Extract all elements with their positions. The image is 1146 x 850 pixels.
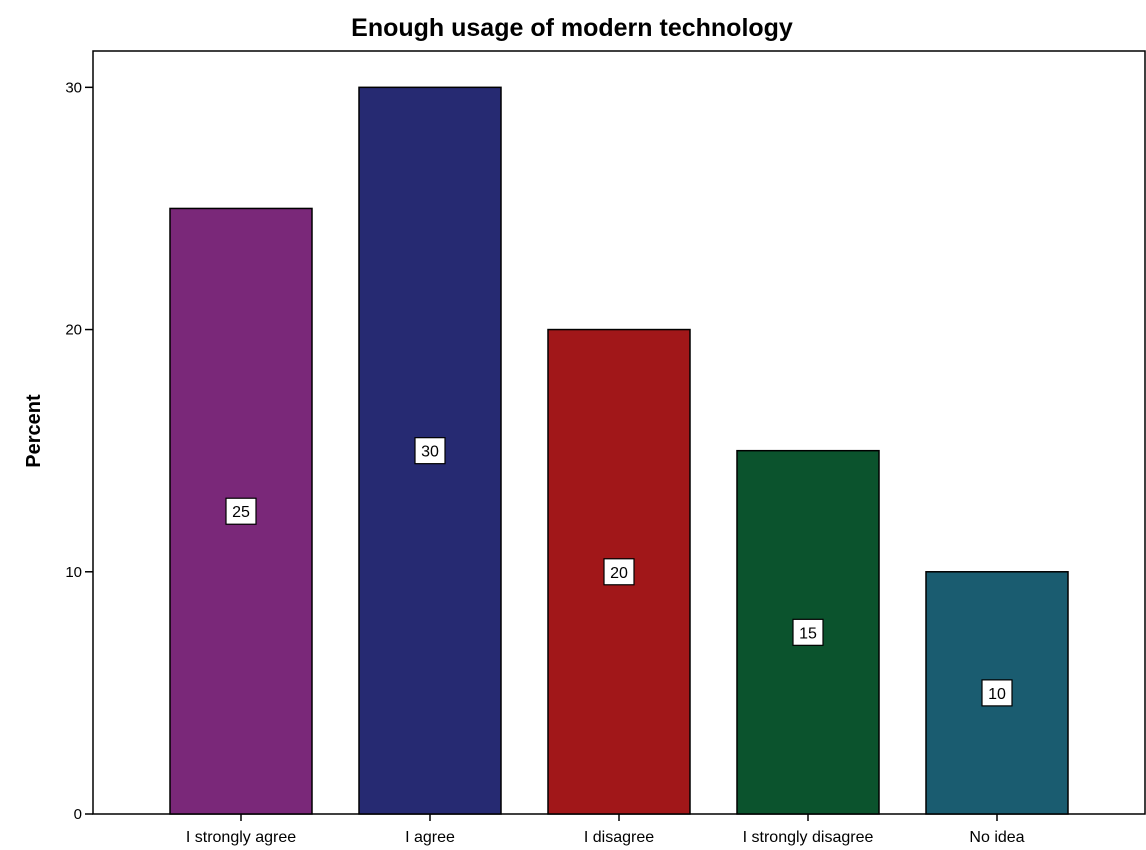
data-label-box: [603, 558, 635, 586]
data-label: 10: [988, 686, 1006, 703]
x-axis: I strongly agree I agree I disagree I stron…: [186, 814, 1025, 846]
y-axis-label: Percent: [23, 394, 45, 468]
x-tick-label: I strongly disagree: [743, 829, 874, 846]
x-tick-label: I disagree: [584, 829, 654, 846]
data-label-box: [792, 618, 824, 646]
bar: [169, 207, 313, 815]
bars-group: 25 30 20 15 10: [169, 86, 1069, 815]
data-label: 15: [799, 625, 817, 642]
y-tick-label: 20: [65, 322, 82, 339]
data-label-box: [981, 679, 1013, 707]
data-label: 25: [232, 504, 250, 521]
x-tick-label: I strongly agree: [186, 829, 296, 846]
x-tick-label: I agree: [405, 829, 455, 846]
y-tick-label: 30: [65, 79, 82, 96]
y-axis: 0 10 20 30: [65, 79, 93, 823]
data-label: 20: [610, 565, 628, 582]
y-tick-label: 0: [74, 806, 82, 823]
x-tick-label: No idea: [969, 829, 1024, 846]
data-label: 30: [421, 444, 439, 461]
chart-title: Enough usage of modern technology: [351, 14, 793, 42]
data-label-box: [414, 437, 446, 465]
y-tick-label: 10: [65, 564, 82, 581]
data-label-box: [225, 497, 257, 525]
